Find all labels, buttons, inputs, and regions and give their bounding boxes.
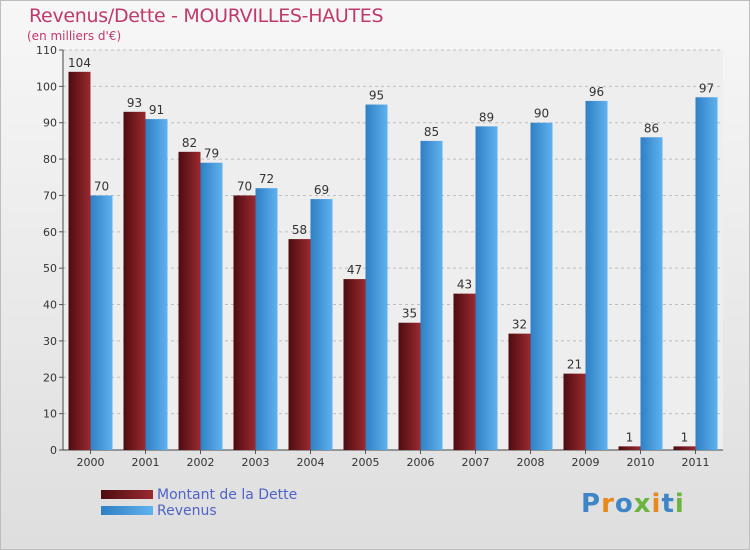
logo-letter: t <box>661 489 675 519</box>
logo-letter: r <box>601 489 615 519</box>
logo-letter: i <box>651 489 662 519</box>
x-tick-label: 2007 <box>462 456 490 469</box>
data-label-revenus: 72 <box>259 172 274 186</box>
y-tick-label: 50 <box>43 262 57 275</box>
x-tick-label: 2000 <box>77 456 105 469</box>
bar-revenus <box>640 137 663 451</box>
y-tick-label: 80 <box>43 153 57 166</box>
y-tick-label: 10 <box>43 408 57 421</box>
data-label-revenus: 79 <box>204 147 219 161</box>
y-tick-label: 0 <box>50 444 57 457</box>
x-tick-label: 2004 <box>297 456 325 469</box>
logo-letter: o <box>614 489 634 519</box>
bar-revenus <box>145 119 168 450</box>
y-tick-label: 30 <box>43 335 57 348</box>
bar-revenus <box>90 195 113 450</box>
x-tick-label: 2011 <box>682 456 710 469</box>
x-tick-label: 2009 <box>572 456 600 469</box>
data-label-revenus: 89 <box>479 110 494 124</box>
data-label-dette: 47 <box>347 263 362 277</box>
legend-label-dette: Montant de la Dette <box>157 487 298 503</box>
data-label-dette: 32 <box>512 318 527 332</box>
y-tick-label: 60 <box>43 226 57 239</box>
y-tick-label: 90 <box>43 117 57 130</box>
bar-dette <box>398 322 421 450</box>
data-label-revenus: 97 <box>699 81 714 95</box>
data-label-dette: 1 <box>681 430 689 444</box>
bar-dette <box>288 239 311 450</box>
data-label-dette: 93 <box>127 96 142 110</box>
logo-letter: i <box>674 489 685 519</box>
data-label-dette: 1 <box>626 430 634 444</box>
bar-dette <box>563 373 586 450</box>
bar-revenus <box>695 97 718 450</box>
legend-label-revenus: Revenus <box>157 503 217 519</box>
plot-area <box>63 50 723 450</box>
bar-revenus <box>420 140 443 450</box>
y-tick-label: 110 <box>36 44 57 57</box>
bar-dette <box>453 293 476 450</box>
bar-dette <box>68 71 91 451</box>
data-label-dette: 21 <box>567 358 582 372</box>
data-label-revenus: 70 <box>94 179 109 193</box>
x-tick-label: 2006 <box>407 456 435 469</box>
chart-subtitle: (en milliers d'€) <box>27 29 122 43</box>
data-label-revenus: 95 <box>369 89 384 103</box>
y-tick-label: 70 <box>43 189 57 202</box>
legend-swatch-dette <box>101 490 153 499</box>
y-tick-label: 100 <box>36 80 57 93</box>
x-tick-label: 2003 <box>242 456 270 469</box>
x-tick-label: 2008 <box>517 456 545 469</box>
data-label-dette: 35 <box>402 307 417 321</box>
proxiti-logo: Proxiti <box>581 489 685 519</box>
x-tick-label: 2002 <box>187 456 215 469</box>
chart-title: Revenus/Dette - MOURVILLES-HAUTES <box>29 5 384 27</box>
bar-dette <box>673 446 696 450</box>
data-label-dette: 43 <box>457 278 472 292</box>
bar-dette <box>508 333 531 450</box>
x-tick-label: 2001 <box>132 456 160 469</box>
data-label-dette: 70 <box>237 179 252 193</box>
bar-revenus <box>585 100 608 450</box>
bar-revenus <box>200 162 223 450</box>
bar-dette <box>233 195 256 450</box>
data-label-revenus: 96 <box>589 85 604 99</box>
legend-swatch-revenus <box>101 506 153 515</box>
data-label-dette: 104 <box>68 56 91 70</box>
y-tick-label: 20 <box>43 371 57 384</box>
bar-dette <box>178 151 201 450</box>
data-label-revenus: 69 <box>314 183 329 197</box>
data-label-revenus: 85 <box>424 125 439 139</box>
x-tick-label: 2010 <box>627 456 655 469</box>
data-label-revenus: 90 <box>534 107 549 121</box>
data-label-dette: 58 <box>292 223 307 237</box>
bar-revenus <box>365 104 388 450</box>
bar-revenus <box>310 199 333 450</box>
bar-dette <box>123 111 146 451</box>
data-label-revenus: 86 <box>644 121 659 135</box>
bar-revenus <box>530 122 553 451</box>
bar-dette <box>618 446 641 450</box>
logo-letter: P <box>581 489 602 519</box>
x-tick-label: 2005 <box>352 456 380 469</box>
data-label-revenus: 91 <box>149 103 164 117</box>
bar-revenus <box>255 188 278 450</box>
data-label-dette: 82 <box>182 136 197 150</box>
bar-revenus <box>475 126 498 450</box>
y-tick-label: 40 <box>43 299 57 312</box>
bar-dette <box>343 279 366 450</box>
logo-letter: x <box>633 489 652 519</box>
